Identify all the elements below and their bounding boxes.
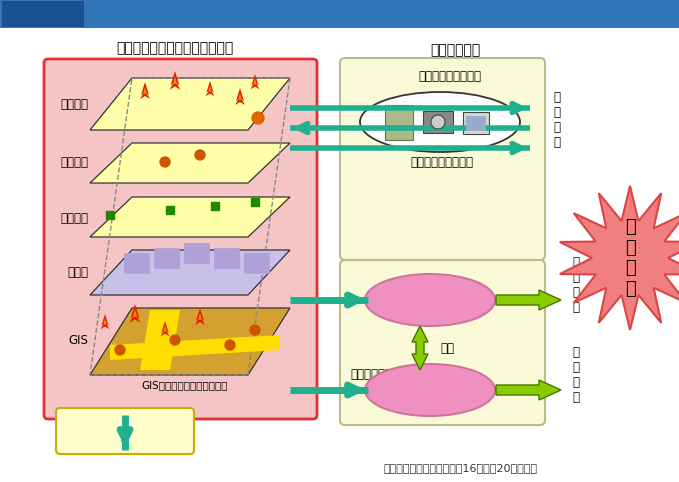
Bar: [211, 202, 219, 210]
Text: 現地対策本部: 現地対策本部: [350, 369, 392, 381]
Text: 官　邸: 官 邸: [110, 422, 140, 440]
Polygon shape: [90, 250, 290, 295]
Text: 防災情報共有プラットフォーム: 防災情報共有プラットフォーム: [116, 41, 234, 55]
Text: 意思決定: 意思決定: [411, 383, 448, 398]
Bar: [214, 248, 239, 268]
Bar: [0, 0, 679, 28]
Ellipse shape: [360, 92, 520, 152]
Polygon shape: [90, 197, 290, 237]
Bar: [463, 112, 489, 134]
FancyBboxPatch shape: [340, 260, 545, 425]
Polygon shape: [208, 85, 212, 92]
Text: 出典：中央防災会議（平成16年４月20日）資料: 出典：中央防災会議（平成16年４月20日）資料: [383, 463, 537, 473]
Bar: [251, 198, 259, 206]
Text: GIS: GIS: [68, 334, 88, 347]
Polygon shape: [559, 186, 679, 330]
Text: 地形図: 地形図: [67, 266, 88, 279]
Text: 図２－１－２: 図２－１－２: [23, 9, 63, 19]
Text: 情
報
収
集: 情 報 収 集: [553, 91, 560, 149]
Polygon shape: [140, 82, 150, 99]
Text: 防
災
活
動: 防 災 活 動: [572, 256, 579, 314]
Bar: [466, 116, 486, 131]
Polygon shape: [110, 335, 280, 360]
Bar: [184, 243, 209, 263]
Ellipse shape: [365, 364, 495, 416]
Polygon shape: [206, 81, 215, 96]
Polygon shape: [160, 321, 170, 336]
Polygon shape: [496, 380, 561, 400]
Text: 文書・画像・データ: 文書・画像・データ: [418, 70, 481, 83]
FancyBboxPatch shape: [340, 58, 545, 260]
Polygon shape: [235, 88, 245, 105]
Text: 拠点位置: 拠点位置: [60, 212, 88, 225]
Circle shape: [115, 345, 125, 355]
Polygon shape: [253, 79, 257, 85]
Polygon shape: [130, 304, 141, 323]
Text: 意思決定: 意思決定: [411, 293, 448, 308]
Polygon shape: [198, 313, 202, 320]
Bar: [106, 211, 114, 219]
Circle shape: [252, 112, 264, 124]
Circle shape: [225, 340, 235, 350]
Polygon shape: [100, 314, 109, 329]
Ellipse shape: [365, 274, 495, 326]
Text: 調整: 調整: [440, 342, 454, 354]
Polygon shape: [251, 74, 259, 89]
Bar: [385, 105, 413, 140]
Polygon shape: [143, 87, 147, 94]
Text: 災
害
現
場: 災 害 現 場: [625, 218, 636, 298]
Polygon shape: [195, 308, 205, 325]
Text: 発災位置: 発災位置: [60, 98, 88, 111]
Text: 防災関係機関: 防災関係機関: [430, 43, 480, 57]
Polygon shape: [496, 290, 561, 310]
Bar: [244, 253, 269, 273]
Polygon shape: [238, 93, 242, 100]
Polygon shape: [170, 71, 181, 90]
Polygon shape: [140, 310, 180, 370]
Polygon shape: [90, 78, 290, 130]
Polygon shape: [133, 309, 137, 317]
Polygon shape: [412, 326, 428, 370]
Circle shape: [431, 115, 445, 129]
Circle shape: [170, 335, 180, 345]
Bar: [2, 1, 84, 27]
Text: GISにより総合化された情報: GISにより総合化された情報: [142, 380, 228, 390]
Polygon shape: [103, 319, 107, 325]
Circle shape: [195, 150, 205, 160]
Bar: [166, 206, 174, 214]
Text: 防災情報共有プラットフォームの構築: 防災情報共有プラットフォームの構築: [200, 6, 355, 22]
Bar: [154, 248, 179, 268]
Polygon shape: [90, 308, 290, 375]
Bar: [423, 111, 453, 133]
FancyBboxPatch shape: [44, 59, 317, 419]
Polygon shape: [172, 77, 177, 84]
Bar: [124, 253, 149, 273]
Polygon shape: [163, 325, 167, 332]
Text: 防
災
活
動: 防 災 活 動: [572, 346, 579, 404]
Text: 被害情報・活動情報: 被害情報・活動情報: [411, 156, 473, 169]
Text: 部隊配置: 部隊配置: [60, 157, 88, 170]
FancyBboxPatch shape: [56, 408, 194, 454]
Circle shape: [160, 157, 170, 167]
Circle shape: [250, 325, 260, 335]
Polygon shape: [90, 143, 290, 183]
